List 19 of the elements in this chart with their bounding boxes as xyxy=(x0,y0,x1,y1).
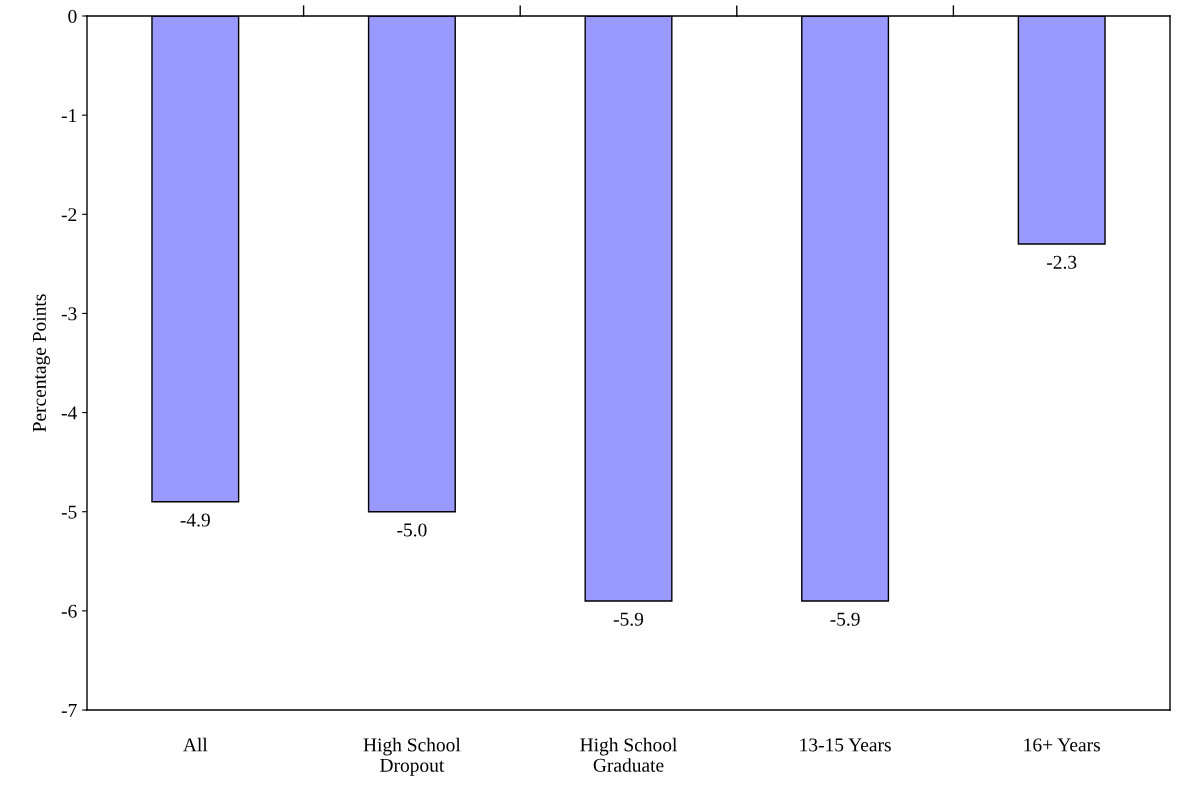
data-label: -5.0 xyxy=(397,523,427,537)
y-tick-label: 0 xyxy=(68,9,77,23)
x-tick-label: High School Dropout xyxy=(363,737,461,776)
x-tick-label: High School Graduate xyxy=(580,737,677,772)
data-label: -2.3 xyxy=(1047,255,1077,269)
y-tick-label: -4 xyxy=(61,406,77,420)
x-tick-label: All xyxy=(183,737,208,752)
y-tick-label: -6 xyxy=(61,604,77,618)
y-tick-label: -7 xyxy=(61,704,77,717)
y-tick-label: -3 xyxy=(61,307,77,321)
x-tick-label: 16+ Years xyxy=(1024,738,1100,752)
x-tick-label: 13-15 Years xyxy=(800,738,891,752)
y-axis-title: Percentage Points xyxy=(32,294,50,432)
y-tick-label: -2 xyxy=(61,208,77,222)
y-tick-label: -5 xyxy=(61,505,77,519)
data-label: -5.9 xyxy=(613,612,644,626)
data-label: -4.9 xyxy=(180,513,210,527)
y-tick-label: -1 xyxy=(61,109,77,122)
data-label: -5.9 xyxy=(830,612,860,626)
